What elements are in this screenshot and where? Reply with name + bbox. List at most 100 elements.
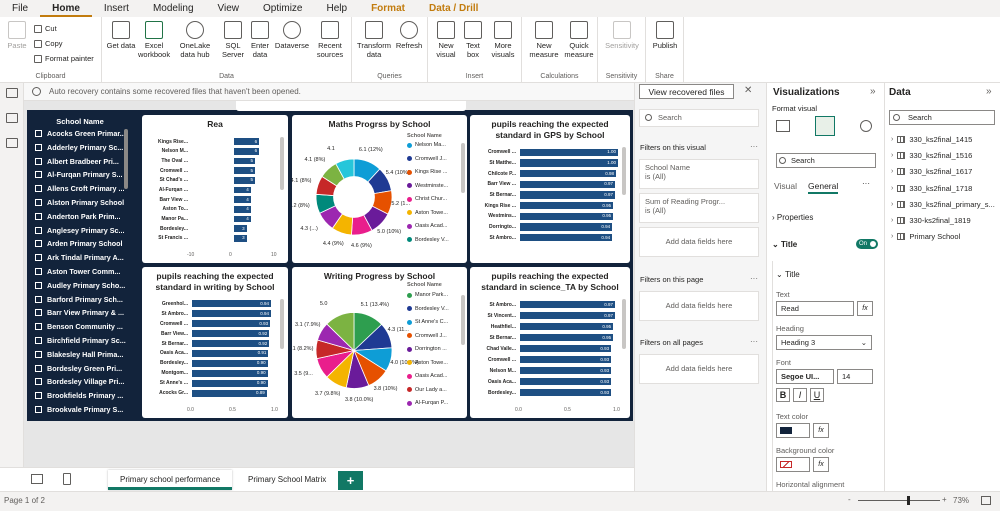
add-data-fields-page[interactable]: Add data fields here xyxy=(639,291,759,321)
menu-home[interactable]: Home xyxy=(40,0,92,17)
bar[interactable] xyxy=(520,311,616,320)
tab-general[interactable]: General xyxy=(808,181,839,194)
add-data-fields-all[interactable]: Add data fields here xyxy=(639,354,759,384)
data-table-item[interactable]: › 330_ks2final_1415 xyxy=(891,135,972,144)
add-data-fields-visual[interactable]: Add data fields here xyxy=(639,227,759,257)
slicer-item[interactable]: Ark Tindal Primary A... xyxy=(35,253,124,262)
font-size-input[interactable]: 14 xyxy=(837,369,873,384)
bar[interactable] xyxy=(520,377,612,386)
legend-item[interactable]: Nelson Ma... xyxy=(407,142,446,148)
bar[interactable] xyxy=(234,234,247,242)
selected-visual-header[interactable] xyxy=(236,101,466,111)
checkbox[interactable] xyxy=(35,254,42,262)
legend-item[interactable]: Our Lady a... xyxy=(407,387,447,393)
menu-optimize[interactable]: Optimize xyxy=(263,3,303,14)
bar[interactable] xyxy=(234,215,251,223)
checkbox[interactable] xyxy=(35,240,42,248)
get-data-button[interactable]: Get data xyxy=(106,21,136,50)
gps-chart[interactable]: pupils reaching the expected standard in… xyxy=(470,115,630,263)
chart-scrollbar[interactable] xyxy=(280,137,284,190)
bar[interactable] xyxy=(234,176,255,184)
bar[interactable] xyxy=(520,169,617,178)
slicer-item[interactable]: Alston Primary School xyxy=(35,198,124,207)
writing-chart[interactable]: pupils reaching the expected standard in… xyxy=(142,267,288,418)
checkbox[interactable] xyxy=(35,199,42,206)
refresh-button[interactable]: Refresh xyxy=(394,21,424,50)
mobile-layout-icon[interactable] xyxy=(63,473,71,485)
more-options-icon[interactable]: ··· xyxy=(750,274,758,283)
bar[interactable] xyxy=(520,300,616,309)
slicer-item[interactable]: Al-Furqan Primary S... xyxy=(35,170,123,179)
analytics-icon[interactable] xyxy=(860,120,872,132)
recent-sources-button[interactable]: Recent sources xyxy=(312,21,348,59)
slicer-item[interactable]: Blakesley Hall Prima... xyxy=(35,350,123,359)
bold-button[interactable]: B xyxy=(776,388,790,402)
bar[interactable] xyxy=(234,148,260,155)
transform-data-button[interactable]: Transform data xyxy=(356,21,392,59)
filter-search-input[interactable]: Search xyxy=(639,109,759,127)
slicer-item[interactable]: Bordesley Green Pri... xyxy=(35,364,122,373)
chart-scrollbar[interactable] xyxy=(622,299,626,349)
sensitivity-button[interactable]: Sensitivity xyxy=(602,21,642,50)
collapse-icon[interactable]: » xyxy=(986,86,992,97)
bar[interactable] xyxy=(192,349,269,357)
table-view-icon[interactable] xyxy=(6,113,18,123)
title-toggle[interactable]: On xyxy=(856,239,878,249)
slicer-item[interactable]: Audley Primary Scho... xyxy=(35,281,125,290)
format-paintbrush-icon[interactable] xyxy=(815,116,835,136)
slicer-item[interactable]: Brookfields Primary ... xyxy=(35,391,123,400)
checkbox[interactable] xyxy=(35,392,42,400)
sql-server-button[interactable]: SQL Server xyxy=(220,21,246,59)
legend-item[interactable]: Kings Rise ... xyxy=(407,169,447,175)
tab-primary-school-performance[interactable]: Primary school performance xyxy=(108,470,233,490)
legend-item[interactable]: Christ Chur... xyxy=(407,196,447,202)
build-visual-icon[interactable] xyxy=(776,120,790,132)
bar[interactable] xyxy=(192,310,271,318)
properties-section[interactable]: › Properties xyxy=(772,213,814,222)
slicer-item[interactable]: Albert Bradbeer Pri... xyxy=(35,157,119,166)
checkbox[interactable] xyxy=(35,378,42,386)
slicer-item[interactable]: Aston Tower Comm... xyxy=(35,267,120,276)
view-recovered-files-button[interactable]: View recovered files xyxy=(639,84,734,99)
new-measure-button[interactable]: New measure xyxy=(526,21,562,59)
bar[interactable] xyxy=(192,340,270,347)
legend-item[interactable]: Westminste... xyxy=(407,183,448,189)
menu-view[interactable]: View xyxy=(217,3,240,14)
collapse-icon[interactable]: » xyxy=(870,86,876,97)
bar[interactable] xyxy=(520,333,614,342)
italic-button[interactable]: I xyxy=(793,388,807,402)
checkbox[interactable] xyxy=(35,281,42,289)
bar[interactable] xyxy=(234,186,251,194)
add-page-button[interactable]: + xyxy=(338,471,363,490)
school-slicer[interactable]: School Name Acocks Green Primar... Adderl… xyxy=(32,115,128,415)
copy-button[interactable]: Copy xyxy=(34,39,63,48)
slicer-item[interactable]: Brookvale Primary S... xyxy=(35,405,123,414)
checkbox[interactable] xyxy=(35,309,42,317)
legend-item[interactable]: Manor Park... xyxy=(407,292,448,298)
slicer-item[interactable]: Bordesley Village Pri... xyxy=(35,377,124,386)
paste-button[interactable]: Paste xyxy=(4,21,30,50)
bar[interactable] xyxy=(520,233,613,242)
data-search-input[interactable]: Search xyxy=(889,110,995,125)
legend-item[interactable]: Aston Towe... xyxy=(407,210,448,216)
checkbox[interactable] xyxy=(35,130,42,137)
bar[interactable] xyxy=(234,138,260,146)
bar[interactable] xyxy=(520,180,616,189)
onelake-button[interactable]: OneLake data hub xyxy=(172,21,218,59)
menu-data-drill[interactable]: Data / Drill xyxy=(428,3,479,14)
zoom-slider[interactable] xyxy=(858,500,940,501)
legend-item[interactable]: Dorrington ... xyxy=(407,346,447,352)
bar[interactable] xyxy=(234,167,255,175)
data-table-item[interactable]: › 330_ks2final_1617 xyxy=(891,167,972,176)
reading-chart[interactable]: Rea Kings Rise... 6 Nelson M... 6 The Oval ..… xyxy=(142,115,288,263)
fx-button[interactable]: fx xyxy=(813,457,829,472)
bar[interactable] xyxy=(520,366,612,375)
legend-item[interactable]: Cromwell J... xyxy=(407,156,447,162)
enter-data-button[interactable]: Enter data xyxy=(248,21,272,59)
checkbox[interactable] xyxy=(35,143,42,151)
format-painter-button[interactable]: Format painter xyxy=(34,54,94,63)
filter-card-reading-progress[interactable]: Sum of Reading Progr... is (All) xyxy=(639,193,759,223)
desktop-layout-icon[interactable] xyxy=(31,474,43,484)
cut-button[interactable]: Cut xyxy=(34,24,57,33)
bar[interactable] xyxy=(234,196,251,203)
